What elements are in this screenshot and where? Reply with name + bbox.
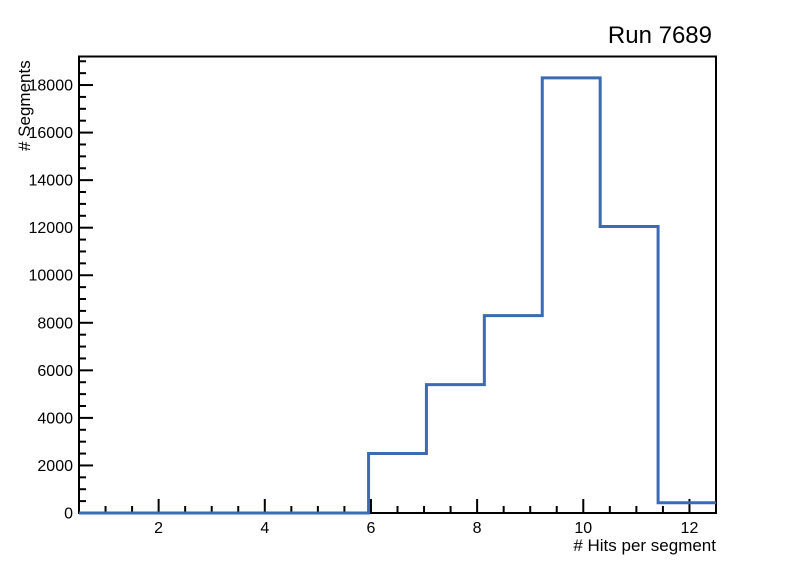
x-tick-label: 10 [574, 520, 592, 537]
y-axis-tick-labels: 0 2000 4000 6000 8000 10000 12000 14000 16000 180… [29, 78, 74, 523]
x-axis-title: # Hits per segment [573, 536, 716, 555]
x-axis-ticks [104, 499, 691, 513]
x-tick-label: 6 [367, 520, 376, 537]
plot-title: Run 7689 [607, 22, 712, 49]
y-tick-label: 14000 [29, 173, 74, 190]
y-axis-title: # Segments [15, 60, 34, 151]
y-tick-label: 4000 [37, 410, 73, 427]
x-tick-label: 12 [681, 520, 699, 537]
plot-frame [78, 55, 717, 514]
y-tick-label: 8000 [37, 315, 73, 332]
y-tick-label: 2000 [37, 458, 73, 475]
y-tick-label: 16000 [29, 125, 74, 142]
y-axis-ticks [79, 60, 93, 514]
x-tick-label: 8 [473, 520, 482, 537]
y-tick-label: 6000 [37, 363, 73, 380]
y-tick-label: 18000 [29, 78, 74, 95]
x-tick-label: 2 [154, 520, 163, 537]
x-tick-label: 4 [260, 520, 269, 537]
y-tick-label: 0 [64, 506, 73, 523]
y-tick-label: 12000 [29, 220, 74, 237]
x-axis-tick-labels: 2 4 6 8 10 12 [154, 520, 698, 537]
histogram-line [79, 76, 716, 515]
y-tick-label: 10000 [29, 268, 74, 285]
